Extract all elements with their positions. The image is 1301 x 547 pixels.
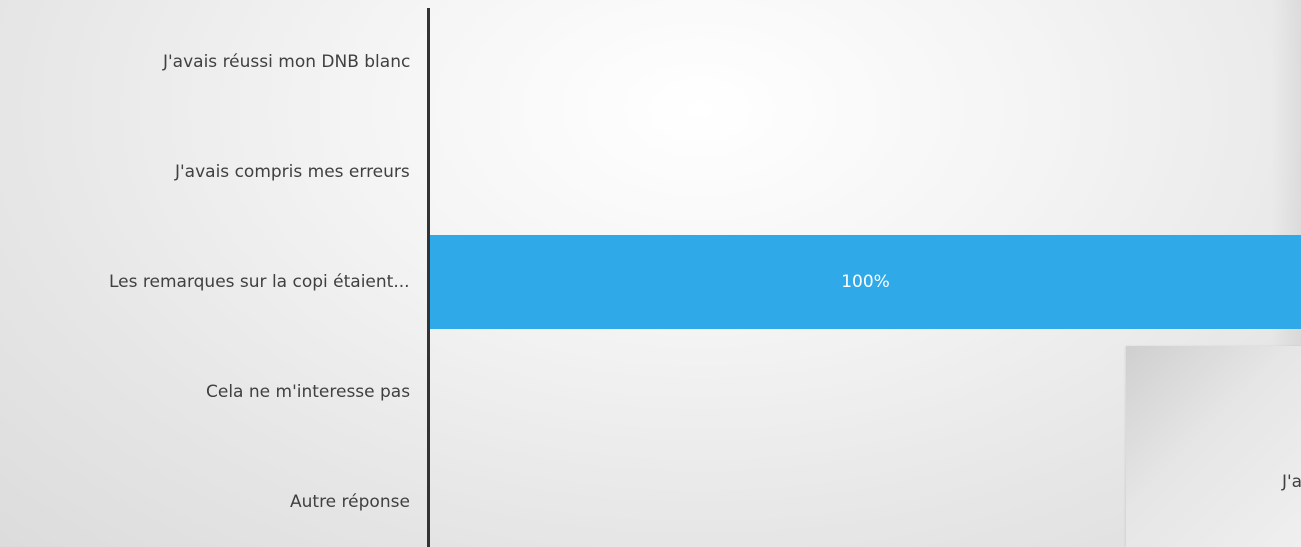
category-axis-line (427, 8, 430, 547)
category-label: Cela ne m'interesse pas (206, 382, 411, 402)
bar-value-label: 100% (841, 272, 890, 292)
category-label: J'avais réussi mon DNB blanc (163, 52, 411, 72)
overlay-panel: J'a (1126, 346, 1301, 547)
category-label: Les remarques sur la copi étaient... (109, 272, 410, 292)
category-label: J'avais compris mes erreurs (175, 162, 410, 182)
overlay-partial-text: J'a (1282, 472, 1301, 492)
data-bar (430, 235, 1301, 329)
category-label: Autre réponse (290, 492, 410, 512)
